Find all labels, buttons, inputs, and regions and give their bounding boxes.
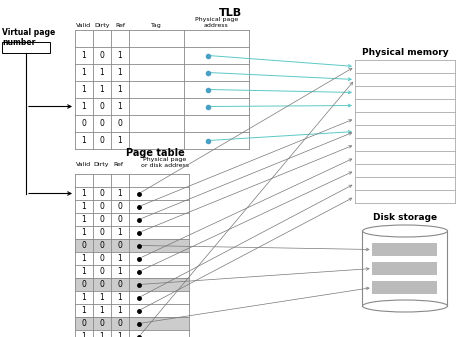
Text: Physical page
or disk address: Physical page or disk address xyxy=(141,157,189,168)
Text: 1: 1 xyxy=(100,85,104,94)
Text: 0: 0 xyxy=(82,280,86,289)
Text: 1: 1 xyxy=(82,202,86,211)
Text: 1: 1 xyxy=(118,267,122,276)
Text: 0: 0 xyxy=(118,202,122,211)
Text: 1: 1 xyxy=(118,254,122,263)
Text: 0: 0 xyxy=(100,119,104,128)
Text: Valid: Valid xyxy=(76,162,91,167)
Bar xyxy=(373,243,438,256)
Text: 0: 0 xyxy=(100,267,104,276)
Text: 0: 0 xyxy=(118,280,122,289)
Text: 1: 1 xyxy=(118,306,122,315)
Text: 1: 1 xyxy=(118,68,122,77)
Text: 1: 1 xyxy=(118,51,122,60)
Bar xyxy=(2,42,50,53)
Text: 1: 1 xyxy=(100,306,104,315)
Text: 1: 1 xyxy=(82,267,86,276)
Text: Page table: Page table xyxy=(126,148,184,158)
Text: 1: 1 xyxy=(118,332,122,337)
Text: 0: 0 xyxy=(100,319,104,328)
Text: Physical page
address: Physical page address xyxy=(195,17,238,28)
Text: Dirty: Dirty xyxy=(94,23,110,28)
Text: 0: 0 xyxy=(100,241,104,250)
Text: 0: 0 xyxy=(82,119,86,128)
Text: 1: 1 xyxy=(82,306,86,315)
Text: Dirty: Dirty xyxy=(93,162,109,167)
Text: 0: 0 xyxy=(118,241,122,250)
Text: 0: 0 xyxy=(100,102,104,111)
Text: 1: 1 xyxy=(118,189,122,198)
Text: 0: 0 xyxy=(82,241,86,250)
Text: Valid: Valid xyxy=(76,23,91,28)
Text: 1: 1 xyxy=(82,228,86,237)
Text: TLB: TLB xyxy=(219,8,242,18)
Bar xyxy=(75,239,189,252)
Bar xyxy=(75,278,189,291)
Text: 1: 1 xyxy=(82,68,86,77)
Text: 1: 1 xyxy=(82,254,86,263)
Text: 1: 1 xyxy=(100,293,104,302)
Text: 0: 0 xyxy=(100,189,104,198)
Text: 0: 0 xyxy=(118,319,122,328)
Text: 1: 1 xyxy=(118,85,122,94)
Text: 1: 1 xyxy=(118,228,122,237)
Text: Physical memory: Physical memory xyxy=(362,48,448,57)
Text: 1: 1 xyxy=(100,68,104,77)
Ellipse shape xyxy=(363,225,447,237)
Text: Ref: Ref xyxy=(113,162,123,167)
Text: 0: 0 xyxy=(118,119,122,128)
Text: 0: 0 xyxy=(100,51,104,60)
Text: 1: 1 xyxy=(82,215,86,224)
Text: 0: 0 xyxy=(100,215,104,224)
Text: 0: 0 xyxy=(100,280,104,289)
Text: 1: 1 xyxy=(118,136,122,145)
Text: 1: 1 xyxy=(82,332,86,337)
Bar xyxy=(75,317,189,330)
Text: 1: 1 xyxy=(82,189,86,198)
Text: 1: 1 xyxy=(118,102,122,111)
Text: 0: 0 xyxy=(82,319,86,328)
Text: Disk storage: Disk storage xyxy=(373,213,437,222)
Text: Tag: Tag xyxy=(151,23,162,28)
Text: 0: 0 xyxy=(100,228,104,237)
Text: 0: 0 xyxy=(100,254,104,263)
Text: Virtual page
number: Virtual page number xyxy=(2,28,55,48)
Bar xyxy=(373,281,438,294)
Text: 1: 1 xyxy=(82,136,86,145)
Text: 1: 1 xyxy=(100,332,104,337)
Text: 1: 1 xyxy=(82,102,86,111)
Bar xyxy=(373,262,438,275)
Text: Ref: Ref xyxy=(115,23,125,28)
Text: 0: 0 xyxy=(118,215,122,224)
Text: 1: 1 xyxy=(118,293,122,302)
Ellipse shape xyxy=(363,300,447,312)
Text: 1: 1 xyxy=(82,293,86,302)
Text: 1: 1 xyxy=(82,51,86,60)
Text: 0: 0 xyxy=(100,202,104,211)
Text: 1: 1 xyxy=(82,85,86,94)
Text: 0: 0 xyxy=(100,136,104,145)
